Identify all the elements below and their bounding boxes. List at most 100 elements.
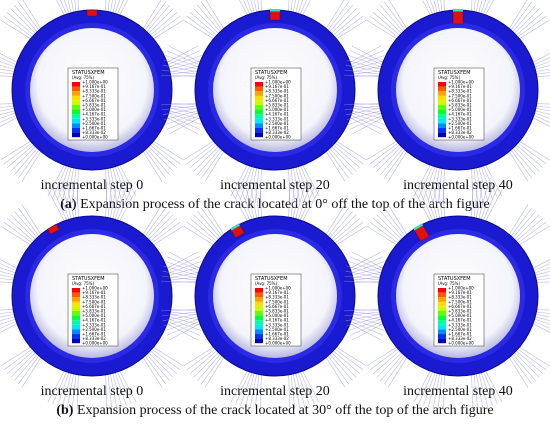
legend-value: +8.333e-02 [82, 336, 106, 341]
legend-swatch [438, 292, 446, 298]
legend-swatch [72, 292, 80, 298]
legend-value: +0.000e+00 [82, 135, 108, 140]
legend-value: +2.500e-01 [265, 327, 289, 332]
legend-swatch [72, 100, 80, 105]
legend-value: +7.500e-01 [448, 299, 472, 304]
legend-value: +8.333e-02 [265, 130, 289, 135]
legend-value: +1.667e-01 [448, 126, 472, 131]
legend-swatch [72, 86, 80, 92]
legend-swatch [72, 320, 80, 325]
legend-value: +5.833e-01 [448, 103, 472, 108]
legend-swatch [72, 91, 80, 96]
crack [269, 9, 281, 21]
legend-swatch [255, 118, 263, 124]
legend-swatch [255, 95, 263, 101]
legend-swatch [438, 95, 446, 101]
legend-swatch [255, 132, 263, 138]
panel-label: incremental step 20 [220, 384, 330, 399]
caption: (b) Expansion process of the crack locat… [56, 403, 493, 418]
legend-value: +4.167e-01 [265, 318, 289, 323]
legend-swatch [438, 320, 446, 325]
legend-title: STATUSXFEM [438, 276, 471, 282]
fem-panel: STATUSXFEM(Avg: 75%)+1.000e+00+9.167e-01… [160, 0, 390, 205]
legend-swatch [438, 311, 446, 316]
legend-swatch [255, 297, 263, 302]
legend-value: +5.000e-01 [265, 313, 289, 318]
legend-swatch [255, 334, 263, 339]
legend-value: +4.167e-01 [448, 112, 472, 117]
legend-value: +8.333e-02 [448, 130, 472, 135]
legend-value: +8.333e-01 [265, 295, 289, 300]
crack-element [452, 9, 464, 25]
legend-swatch [438, 329, 446, 334]
legend-swatch [72, 297, 80, 302]
legend-swatch [255, 324, 263, 330]
legend-swatch [438, 324, 446, 330]
legend-value: +1.667e-01 [82, 126, 106, 131]
panel-label: incremental step 40 [403, 178, 513, 193]
legend-swatch [255, 128, 263, 133]
legend-value: +7.500e-01 [265, 299, 289, 304]
legend-value: +3.333e-01 [448, 322, 472, 327]
legend-value: +3.333e-01 [82, 116, 106, 121]
legend-swatch [438, 109, 446, 115]
panel-label: incremental step 0 [41, 384, 144, 399]
legend-swatch [255, 123, 263, 128]
legend-value: +7.500e-01 [82, 299, 106, 304]
panel-label: incremental step 0 [41, 178, 144, 193]
legend-value: +0.000e+00 [448, 135, 474, 140]
legend-value: +6.667e-01 [448, 304, 472, 309]
legend-swatch [255, 320, 263, 325]
legend-swatch [438, 86, 446, 92]
legend-swatch [72, 306, 80, 311]
legend-swatch [72, 109, 80, 115]
legend-swatch [72, 82, 80, 87]
crack-element [86, 9, 98, 17]
legend-value: +5.833e-01 [82, 309, 106, 314]
legend-swatch [438, 297, 446, 302]
legend-value: +4.167e-01 [82, 112, 106, 117]
caption: (a) Expansion process of the crack locat… [60, 197, 489, 212]
legend-value: +4.167e-01 [448, 318, 472, 323]
legend-swatch [438, 100, 446, 105]
legend-value: +7.500e-01 [82, 93, 106, 98]
legend-swatch [255, 114, 263, 119]
crack [230, 223, 245, 239]
legend-value: +1.000e+00 [448, 286, 474, 291]
legend-swatch [72, 301, 80, 307]
legend-swatch [438, 288, 446, 293]
legend-swatch [438, 334, 446, 339]
legend-value: +5.000e-01 [448, 313, 472, 318]
legend-value: +1.000e+00 [448, 80, 474, 85]
legend-swatch [255, 315, 263, 321]
legend-subtitle: (Avg: 75%) [255, 281, 277, 286]
legend-value: +9.167e-01 [265, 84, 289, 89]
legend-subtitle: (Avg: 75%) [72, 75, 94, 80]
crack-tip [453, 9, 463, 12]
legend-swatch [438, 118, 446, 124]
fem-panel: STATUSXFEM(Avg: 75%)+1.000e+00+9.167e-01… [160, 181, 390, 411]
legend-swatch [255, 100, 263, 105]
legend-swatch [438, 301, 446, 307]
legend-value: +8.333e-02 [448, 336, 472, 341]
legend-swatch [438, 123, 446, 128]
legend-value: +8.333e-01 [82, 295, 106, 300]
legend-value: +8.333e-01 [82, 89, 106, 94]
legend-value: +1.000e+00 [82, 286, 108, 291]
legend-swatch [72, 324, 80, 330]
legend-value: +1.667e-01 [265, 332, 289, 337]
legend-value: +1.000e+00 [265, 286, 291, 291]
crack [452, 9, 464, 25]
legend-swatch [255, 86, 263, 92]
crack [47, 223, 60, 235]
legend-value: +5.833e-01 [265, 309, 289, 314]
legend-swatch [72, 95, 80, 101]
crack-element [47, 223, 60, 235]
legend-value: +8.333e-01 [448, 89, 472, 94]
legend-swatch [72, 334, 80, 339]
crack [413, 223, 430, 242]
legend-value: +6.667e-01 [82, 304, 106, 309]
crack [86, 9, 98, 17]
legend-value: +3.333e-01 [265, 322, 289, 327]
